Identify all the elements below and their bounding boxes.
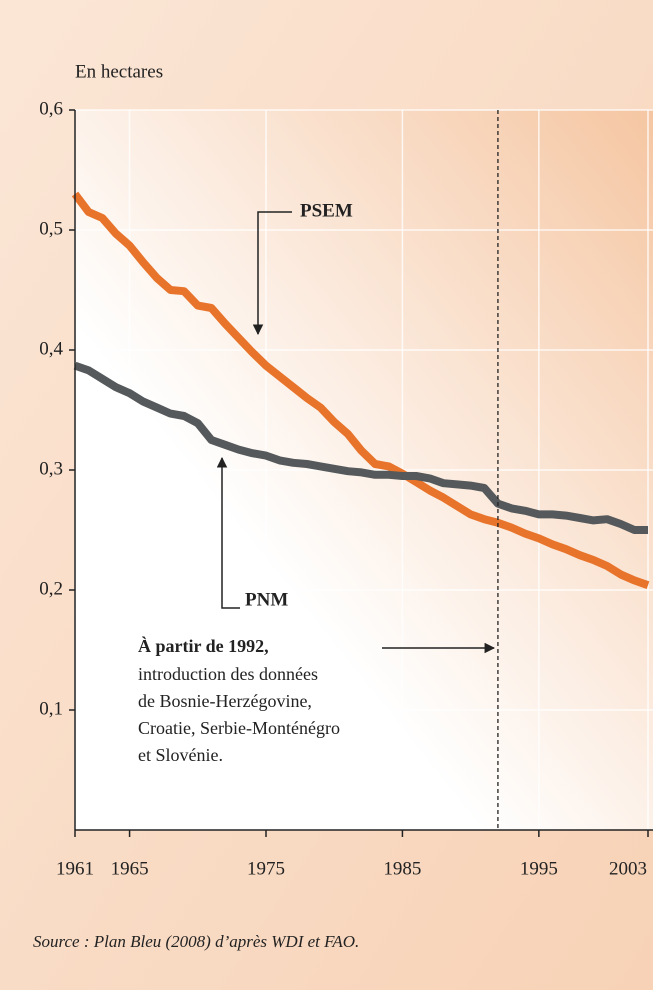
annotation-line: Croatie, Serbie-Monténégro <box>138 718 340 738</box>
x-tick-label: 1995 <box>520 858 558 879</box>
leader <box>252 211 292 336</box>
annotation-line: et Slovénie. <box>138 745 223 765</box>
series-label: PNM <box>245 589 288 610</box>
y-tick-label: 0,3 <box>39 458 63 479</box>
x-tick-label: 1961 <box>56 858 94 879</box>
y-tick-label: 0,5 <box>39 218 63 239</box>
y-tick-label: 0,1 <box>39 698 63 719</box>
source: Source : Plan Bleu (2008) d’après WDI et… <box>33 932 359 951</box>
x-tick-label: 1965 <box>111 858 149 879</box>
x-tick-label: 2003 <box>609 858 647 879</box>
annotation-line: de Bosnie-Herzégovine, <box>138 691 312 711</box>
annotation-line: introduction des données <box>138 664 318 684</box>
y-tick-label: 0,2 <box>39 578 63 599</box>
series-line <box>73 361 648 534</box>
y-tick-label: 0,4 <box>39 338 63 359</box>
annotation-title: À partir de 1992, <box>138 635 269 656</box>
series-line <box>71 191 650 589</box>
y-axis-label: En hectares <box>75 61 163 82</box>
lines <box>71 191 650 589</box>
y-tick-label: 0,6 <box>39 98 63 119</box>
x-tick-label: 1975 <box>247 858 285 879</box>
leader <box>216 456 240 609</box>
annotation: introduction des données de Bosnie-Herzég… <box>138 664 340 765</box>
x-tick-label: 1985 <box>383 858 421 879</box>
series-label: PSEM <box>300 200 353 221</box>
